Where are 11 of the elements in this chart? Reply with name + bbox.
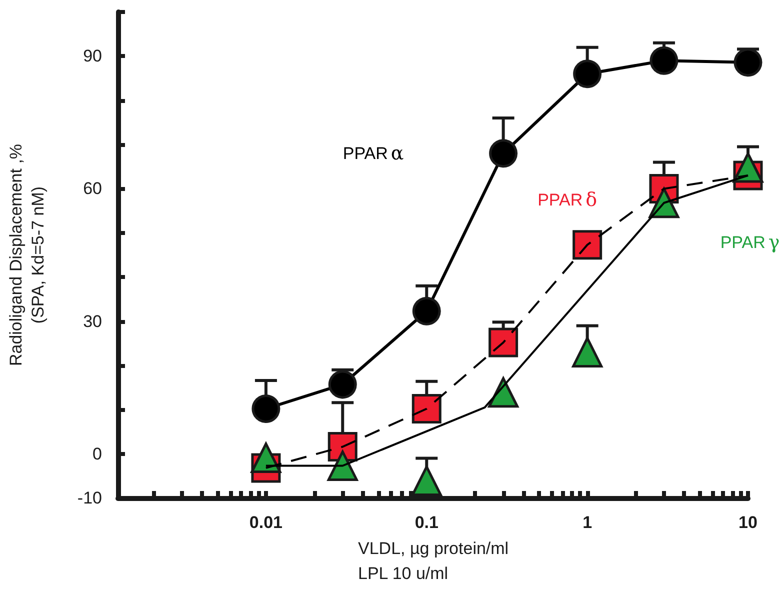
y-tick-label: -10 xyxy=(77,488,102,508)
x-tick-label: 10 xyxy=(738,513,758,532)
x-axis-title: VLDL, µg protein/ml LPL 10 u/ml xyxy=(358,539,509,583)
x-tick-label: 1 xyxy=(582,513,592,532)
y-tick-label: 30 xyxy=(83,312,102,331)
y-axis-title: Radioligand Displacement ,% (SPA, Kd=5-7 nM) xyxy=(6,144,48,366)
x-tick-label: 0.01 xyxy=(249,513,283,532)
x-tick-label: 0.1 xyxy=(414,513,438,532)
y-tick-label: 90 xyxy=(83,46,102,66)
y-tick-label: 0 xyxy=(92,444,102,464)
y-tick-label: 60 xyxy=(83,179,102,198)
